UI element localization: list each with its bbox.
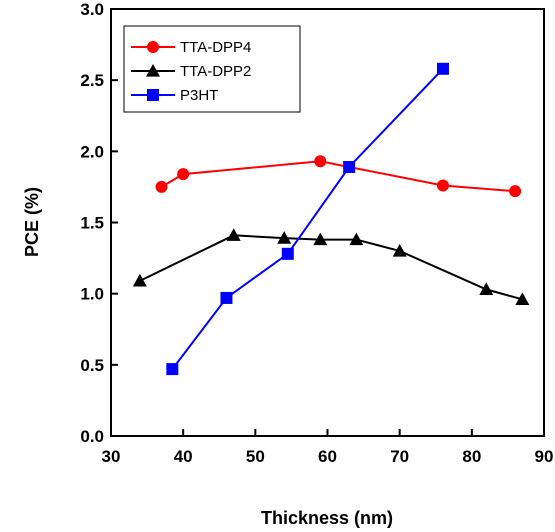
legend-label-1: TTA-DPP2 [180,63,251,80]
legend-label-0: TTA-DPP4 [180,39,251,56]
legend-marker-1 [146,64,160,77]
data-point-1-7 [515,292,530,305]
data-point-1-2 [277,231,292,244]
x-tick-label-3: 60 [318,447,337,466]
x-tick-label-0: 30 [102,447,121,466]
data-point-1-0 [132,273,147,287]
series-tta-dpp2 [132,228,530,305]
series-line-2 [171,68,444,370]
x-tick-label-6: 90 [535,447,554,466]
legend-label-2: P3HT [180,87,218,104]
data-point-1-3 [313,232,328,246]
x-tick-label-1: 40 [174,447,193,466]
x-tick-label-5: 80 [462,447,481,466]
legend: TTA-DPP4 TTA-DPP2 P3HT [123,25,301,113]
legend-marker-2 [147,89,159,101]
y-tick-label-5: 2.5 [80,71,104,90]
data-point-2-3 [343,160,356,173]
data-point-1-5 [392,243,407,257]
y-tick-label-3: 1.5 [80,214,104,233]
series-layer [132,62,530,376]
data-point-1-1 [226,228,241,241]
legend-marker-0 [147,41,159,53]
y-tick-label-2: 1.0 [80,285,104,304]
series-tta-dpp4 [155,155,522,198]
series-line-1 [139,234,523,301]
y-tick-label-4: 2.0 [80,142,104,161]
y-tick-label-1: 0.5 [80,356,104,375]
data-point-1-6 [479,282,494,295]
data-point-2-4 [436,62,449,75]
data-point-1-4 [349,232,364,246]
ticks-layer: 30 40 50 60 70 80 90 0.0 0.5 1.0 1.5 2.0 2.5 3.0 [80,0,553,466]
series-p3ht [166,62,449,376]
x-axis-title: Thickness (nm) [261,508,393,528]
y-tick-label-6: 3.0 [80,0,104,19]
data-point-0-2 [314,155,327,168]
y-tick-label-0: 0.0 [80,427,104,446]
x-tick-label-2: 50 [246,447,265,466]
data-point-0-1 [177,168,190,181]
y-axis-title: PCE (%) [22,187,42,257]
data-point-2-0 [166,363,179,376]
data-point-2-1 [220,291,233,304]
series-line-0 [161,160,516,193]
data-point-0-3 [436,179,449,192]
data-point-0-4 [509,185,522,198]
data-point-2-2 [281,247,294,260]
x-tick-label-4: 70 [390,447,409,466]
data-point-0-0 [155,180,168,193]
